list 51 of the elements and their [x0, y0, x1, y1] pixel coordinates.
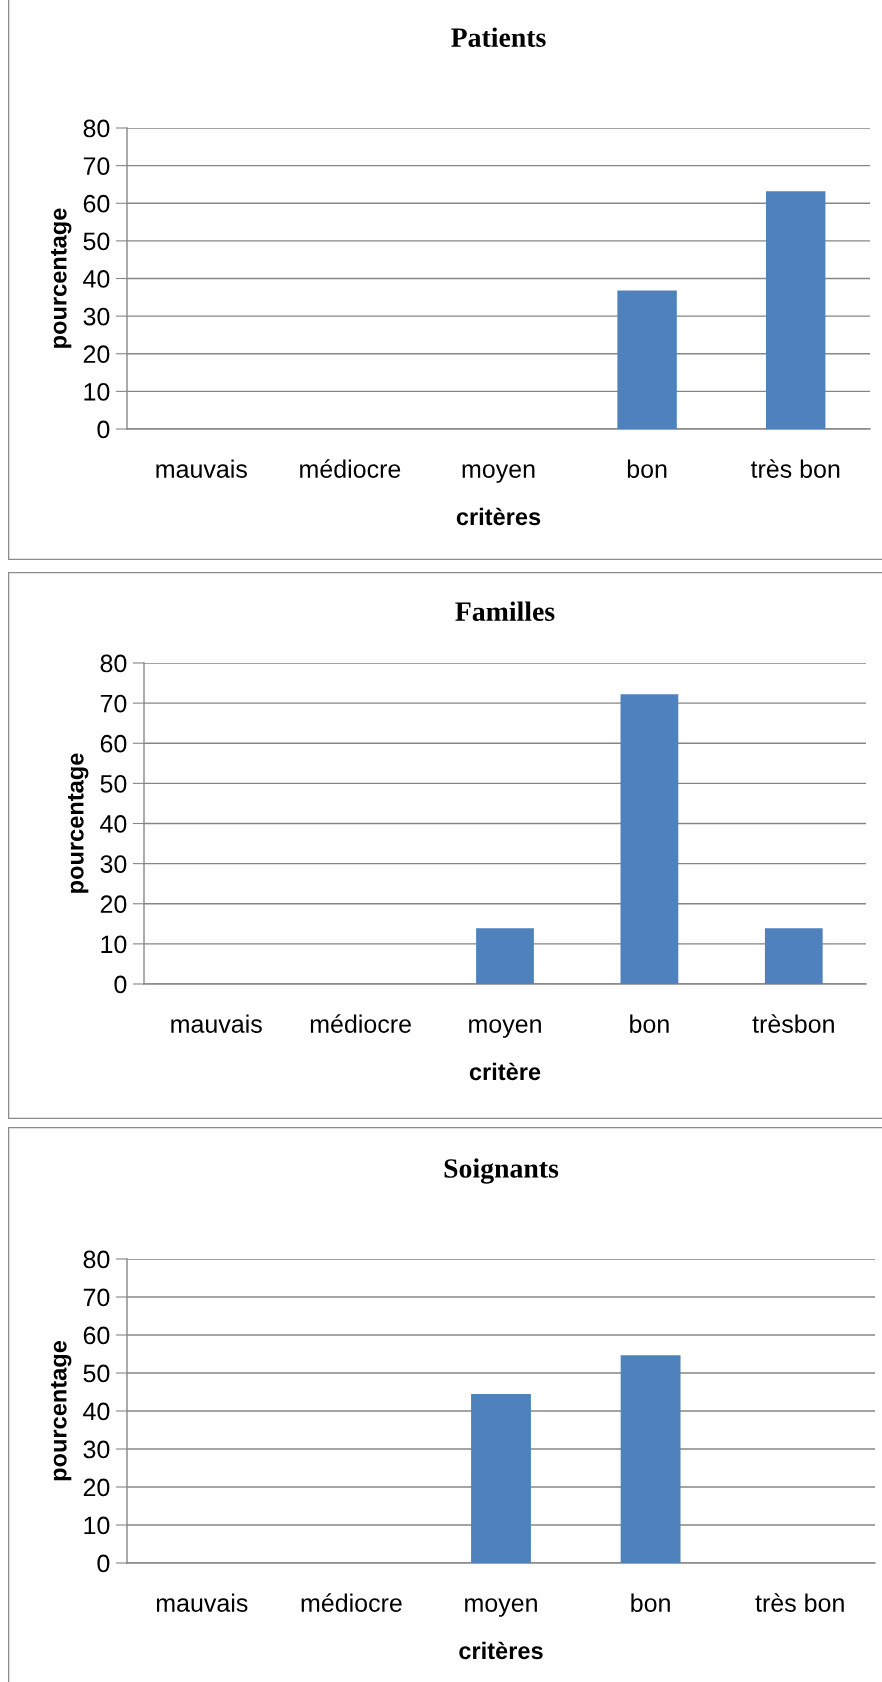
x-tick-label: médiocre — [301, 1593, 402, 1612]
y-tick-label: 20 — [83, 1478, 110, 1497]
y-tick-label: 70 — [100, 694, 127, 713]
y-tick-label: 80 — [83, 1250, 110, 1269]
y-tick-label: 60 — [83, 1326, 110, 1345]
x-tick-label: très bon — [755, 1593, 844, 1612]
y-tick-label: 0 — [114, 975, 127, 994]
y-tick-label: 70 — [83, 1288, 110, 1307]
x-tick-label: moyen — [465, 1598, 537, 1617]
x-tick-label: médiocre — [310, 1014, 411, 1033]
y-axis-title: pourcentage — [51, 1340, 72, 1481]
x-axis-title: critères — [459, 1641, 543, 1660]
x-tick-label: bon — [627, 459, 667, 478]
y-axis-title: pourcentage — [51, 208, 72, 348]
x-tick-label: très bon — [750, 459, 840, 478]
y-tick-label: 0 — [97, 1554, 110, 1573]
y-tick-label: 20 — [100, 895, 127, 914]
y-tick-label: 60 — [100, 734, 127, 753]
y-tick-label: 20 — [83, 345, 110, 364]
y-tick-label: 0 — [97, 420, 110, 439]
y-tick-label: 30 — [83, 307, 110, 326]
x-tick-label: bon — [630, 1014, 669, 1033]
y-tick-label: 80 — [100, 654, 127, 673]
y-tick-label: 50 — [83, 232, 110, 251]
y-tick-label: 40 — [83, 270, 110, 288]
x-tick-label: bon — [631, 1593, 670, 1612]
y-tick-label: 10 — [84, 1516, 110, 1535]
y-tick-label: 30 — [83, 1440, 110, 1459]
y-tick-label: 60 — [83, 194, 110, 213]
x-tick-label: trèsbon — [752, 1014, 834, 1033]
x-tick-label: médiocre — [300, 459, 401, 478]
x-axis-title: critères — [456, 507, 541, 526]
x-tick-label: mauvais — [156, 459, 247, 478]
chart-title: Patients — [451, 27, 546, 47]
y-axis-title: pourcentage — [68, 753, 89, 893]
y-tick-label: 70 — [83, 157, 110, 175]
y-tick-label: 10 — [84, 382, 110, 401]
y-tick-label: 30 — [100, 855, 127, 873]
y-tick-label: 40 — [83, 1402, 110, 1421]
x-tick-label: moyen — [462, 464, 535, 483]
y-tick-label: 50 — [83, 1364, 110, 1383]
y-tick-label: 80 — [83, 119, 110, 138]
x-tick-label: moyen — [469, 1019, 541, 1038]
x-tick-label: mauvais — [171, 1014, 262, 1033]
y-tick-label: 40 — [100, 815, 127, 833]
x-axis-title: critère — [469, 1062, 541, 1081]
y-tick-label: 10 — [101, 935, 127, 954]
y-tick-label: 50 — [100, 774, 127, 793]
x-tick-label: mauvais — [156, 1593, 248, 1612]
chart-title: Soignants — [444, 1158, 559, 1184]
chart-title: Familles — [455, 601, 555, 621]
